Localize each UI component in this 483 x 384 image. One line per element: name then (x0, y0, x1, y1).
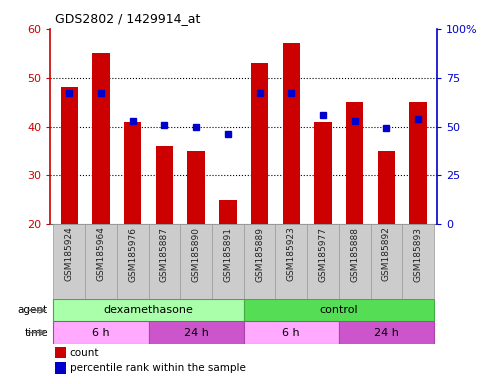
Text: GSM185891: GSM185891 (223, 227, 232, 281)
Text: percentile rank within the sample: percentile rank within the sample (70, 363, 245, 373)
Bar (219, 200, 237, 224)
Text: count: count (70, 348, 99, 358)
Bar (124, 122, 142, 224)
Bar (180, 224, 212, 299)
Bar (149, 224, 180, 299)
Bar (314, 122, 332, 224)
Bar (307, 224, 339, 299)
Bar (156, 146, 173, 224)
Bar (54, 321, 149, 344)
Text: control: control (319, 305, 358, 315)
Bar (378, 151, 395, 224)
Text: 24 h: 24 h (184, 328, 209, 338)
Bar (339, 321, 434, 344)
Text: GSM185923: GSM185923 (287, 227, 296, 281)
Bar (85, 224, 117, 299)
Bar (339, 224, 370, 299)
Bar (275, 224, 307, 299)
Bar (244, 224, 275, 299)
Bar (402, 224, 434, 299)
Bar (244, 321, 339, 344)
Bar (212, 224, 244, 299)
Text: GSM185964: GSM185964 (97, 227, 105, 281)
Bar (346, 102, 363, 224)
Text: dexamethasone: dexamethasone (103, 305, 194, 315)
Bar (410, 102, 427, 224)
Bar (92, 53, 110, 224)
Bar (251, 63, 268, 224)
Bar (283, 43, 300, 224)
Text: GSM185893: GSM185893 (413, 227, 423, 281)
Bar (149, 321, 244, 344)
Text: GSM185892: GSM185892 (382, 227, 391, 281)
Text: time: time (24, 328, 48, 338)
Text: 6 h: 6 h (283, 328, 300, 338)
Text: GSM185887: GSM185887 (160, 227, 169, 281)
Bar (60, 88, 78, 224)
Bar (244, 299, 434, 321)
Bar (54, 224, 85, 299)
Text: agent: agent (18, 305, 48, 315)
Bar (370, 224, 402, 299)
Text: GSM185888: GSM185888 (350, 227, 359, 281)
Text: 6 h: 6 h (92, 328, 110, 338)
Text: GSM185890: GSM185890 (192, 227, 200, 281)
Bar (187, 151, 205, 224)
Bar (54, 299, 244, 321)
Bar (117, 224, 149, 299)
Text: GDS2802 / 1429914_at: GDS2802 / 1429914_at (55, 12, 200, 25)
Text: GSM185976: GSM185976 (128, 227, 137, 281)
Text: GSM185924: GSM185924 (65, 227, 74, 281)
Text: 24 h: 24 h (374, 328, 399, 338)
Text: GSM185889: GSM185889 (255, 227, 264, 281)
Text: GSM185977: GSM185977 (318, 227, 327, 281)
